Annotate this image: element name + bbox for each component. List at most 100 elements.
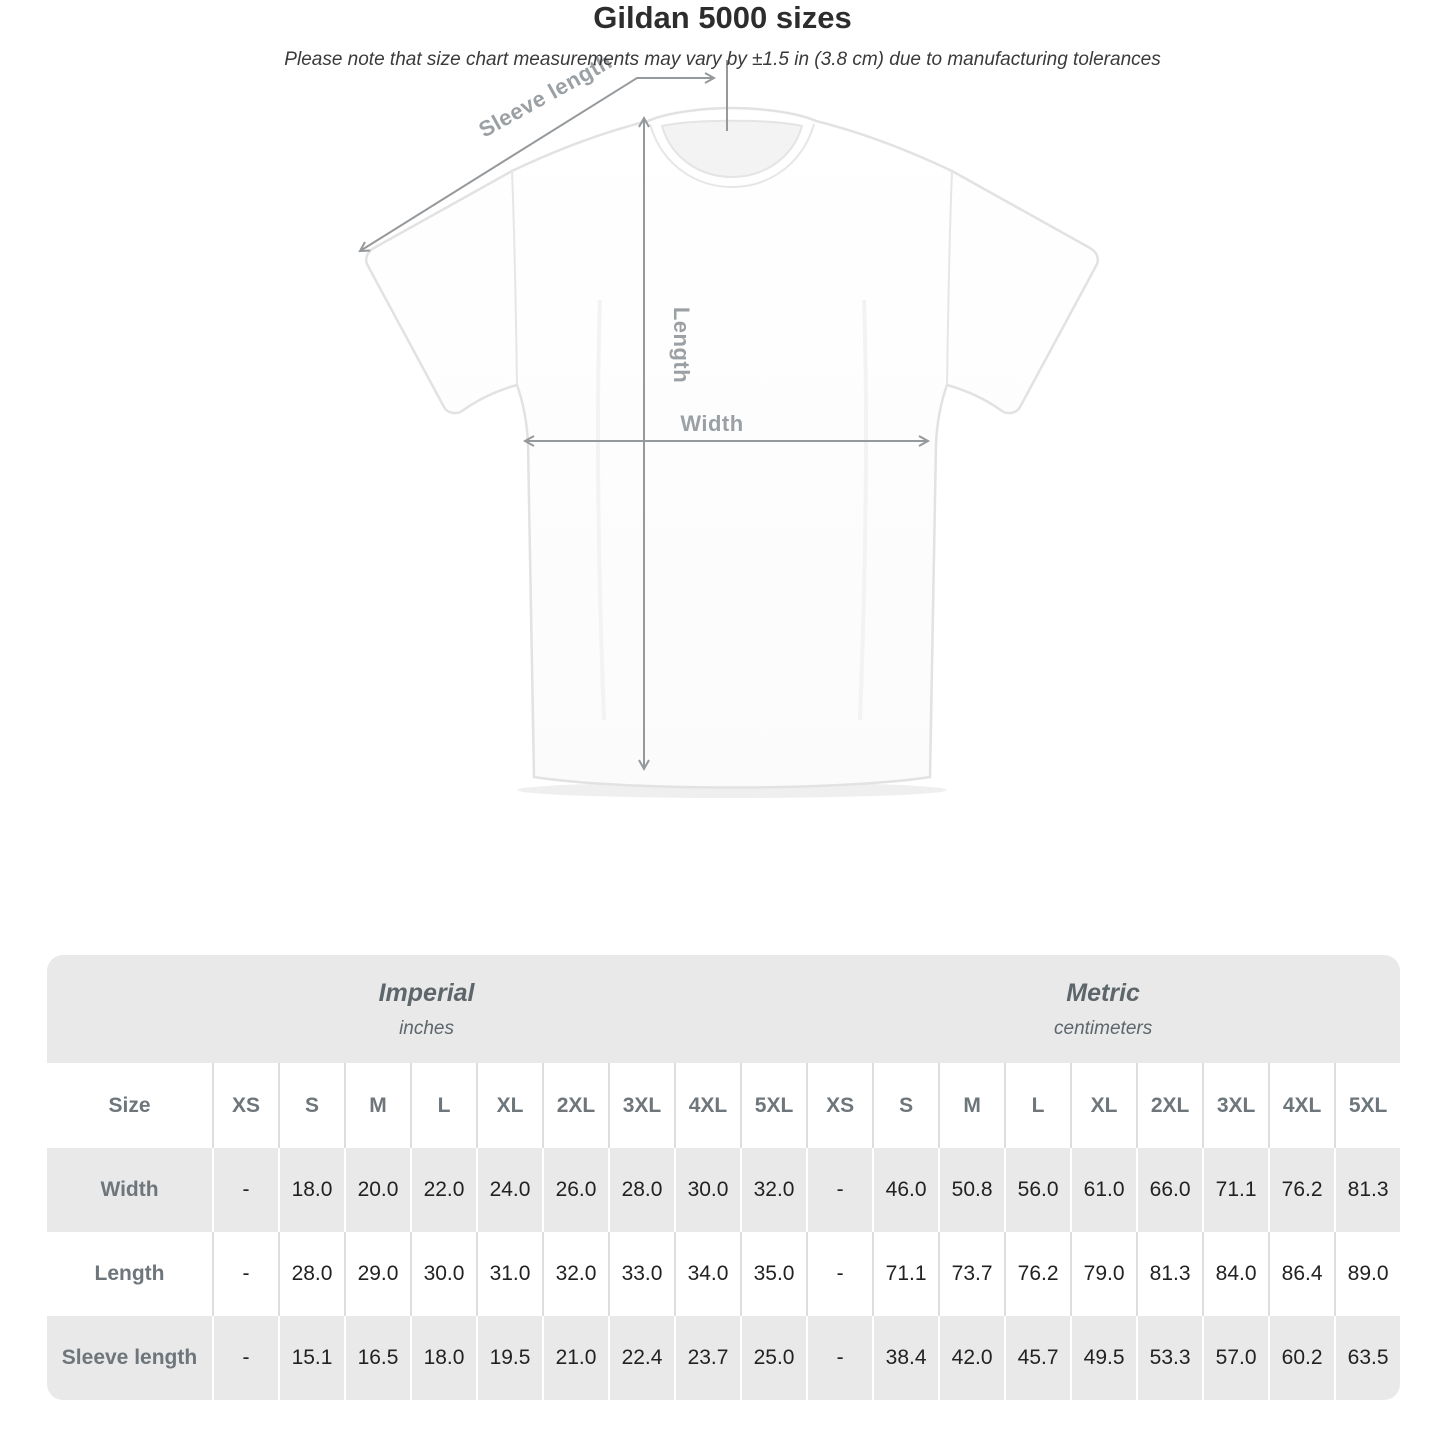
- imperial-group-unit: inches: [399, 1017, 454, 1039]
- measurement-cell: -: [806, 1316, 873, 1400]
- size-header-imperial: L: [410, 1063, 476, 1148]
- measurement-cell: 76.2: [1004, 1232, 1071, 1316]
- row-label: Width: [47, 1148, 212, 1232]
- heading-block: Gildan 5000 sizes Please note that size …: [0, 0, 1445, 71]
- measurement-cell: 34.0: [674, 1232, 740, 1316]
- metric-group-header: Metric centimeters: [806, 955, 1401, 1063]
- size-header-metric: S: [872, 1063, 939, 1148]
- size-header-metric: 3XL: [1202, 1063, 1269, 1148]
- measurement-cell: 76.2: [1268, 1148, 1335, 1232]
- measurement-cell: 86.4: [1268, 1232, 1335, 1316]
- length-row: Length - 28.0 29.0 30.0 31.0 32.0 33.0 3…: [47, 1232, 1401, 1316]
- measurement-cell: 57.0: [1202, 1316, 1269, 1400]
- size-header-imperial: XS: [212, 1063, 278, 1148]
- measurement-cell: 71.1: [872, 1232, 939, 1316]
- measurement-cell: 63.5: [1334, 1316, 1401, 1400]
- size-header-imperial: 4XL: [674, 1063, 740, 1148]
- chart-title: Gildan 5000 sizes: [593, 0, 852, 35]
- measurement-cell: 29.0: [344, 1232, 410, 1316]
- measurement-cell: 45.7: [1004, 1316, 1071, 1400]
- size-header-metric: 2XL: [1136, 1063, 1203, 1148]
- imperial-group-title: Imperial: [378, 978, 475, 1007]
- measurement-cell: 15.1: [278, 1316, 344, 1400]
- measurement-cell: 26.0: [542, 1148, 608, 1232]
- measurement-cell: 50.8: [938, 1148, 1005, 1232]
- sleeve-length-arrow: [358, 72, 717, 253]
- measurement-cell: 28.0: [608, 1148, 674, 1232]
- measurement-cell: 46.0: [872, 1148, 939, 1232]
- size-header-row: Size XS S M L XL 2XL 3XL 4XL 5XL XS S M …: [47, 1063, 1401, 1148]
- tolerance-note: Please note that size chart measurements…: [284, 49, 1161, 70]
- measurement-cell: 31.0: [476, 1232, 542, 1316]
- measurement-cell: 30.0: [674, 1148, 740, 1232]
- measurement-cell: 19.5: [476, 1316, 542, 1400]
- measurement-cell: 42.0: [938, 1316, 1005, 1400]
- size-header-imperial: 2XL: [542, 1063, 608, 1148]
- measurement-cell: 21.0: [542, 1316, 608, 1400]
- size-header-metric: XL: [1070, 1063, 1137, 1148]
- measurement-cell: 16.5: [344, 1316, 410, 1400]
- wrinkle-left: [595, 299, 606, 721]
- unit-group-row: Imperial inches Metric centimeters: [47, 955, 1401, 1063]
- measurement-cell: 81.3: [1334, 1148, 1401, 1232]
- measurement-cell: -: [806, 1232, 873, 1316]
- sleeve-length-row: Sleeve length - 15.1 16.5 18.0 19.5 21.0…: [47, 1316, 1401, 1400]
- length-label: Length: [669, 307, 694, 383]
- measurement-cell: 35.0: [740, 1232, 807, 1316]
- imperial-group-header: Imperial inches: [47, 955, 807, 1063]
- size-header-imperial: 5XL: [740, 1063, 807, 1148]
- size-header-metric: 5XL: [1334, 1063, 1401, 1148]
- row-label: Length: [47, 1232, 212, 1316]
- measurement-cell: 20.0: [344, 1148, 410, 1232]
- measurement-cell: -: [806, 1148, 873, 1232]
- measurement-cell: 56.0: [1004, 1148, 1071, 1232]
- measurement-cell: 49.5: [1070, 1316, 1137, 1400]
- measurement-cell: 66.0: [1136, 1148, 1203, 1232]
- measurement-cell: 28.0: [278, 1232, 344, 1316]
- measurement-cell: 53.3: [1136, 1316, 1203, 1400]
- size-header-imperial: 3XL: [608, 1063, 674, 1148]
- measurement-cell: 79.0: [1070, 1232, 1137, 1316]
- measurement-cell: 25.0: [740, 1316, 807, 1400]
- measurement-cell: 18.0: [278, 1148, 344, 1232]
- size-header-metric: 4XL: [1268, 1063, 1335, 1148]
- measurement-cell: 32.0: [740, 1148, 807, 1232]
- measurement-cell: 33.0: [608, 1232, 674, 1316]
- measurement-cell: 61.0: [1070, 1148, 1137, 1232]
- measurement-cell: 18.0: [410, 1316, 476, 1400]
- metric-group-title: Metric: [1066, 978, 1140, 1007]
- wrinkle-right: [858, 299, 869, 721]
- measurement-cell: 84.0: [1202, 1232, 1269, 1316]
- row-label: Sleeve length: [47, 1316, 212, 1400]
- tshirt-image: [365, 106, 1099, 789]
- measurement-cell: 81.3: [1136, 1232, 1203, 1316]
- measurement-cell: 23.7: [674, 1316, 740, 1400]
- size-header-imperial: S: [278, 1063, 344, 1148]
- measurement-cell: 73.7: [938, 1232, 1005, 1316]
- measurement-cell: 38.4: [872, 1316, 939, 1400]
- size-header-metric: XS: [806, 1063, 873, 1148]
- metric-group-unit: centimeters: [1054, 1017, 1153, 1039]
- size-column-header: Size: [47, 1063, 212, 1148]
- measurement-cell: -: [212, 1232, 278, 1316]
- measurement-cell: 22.0: [410, 1148, 476, 1232]
- measurement-cell: 71.1: [1202, 1148, 1269, 1232]
- size-header-metric: L: [1004, 1063, 1071, 1148]
- tshirt-measurement-diagram: Sleeve length Length Width: [358, 49, 1099, 798]
- width-row: Width - 18.0 20.0 22.0 24.0 26.0 28.0 30…: [47, 1148, 1401, 1232]
- sleeve-seam-right: [946, 170, 953, 386]
- width-label: Width: [680, 411, 743, 436]
- size-header-imperial: XL: [476, 1063, 542, 1148]
- measurement-cell: 30.0: [410, 1232, 476, 1316]
- measurement-cell: -: [212, 1316, 278, 1400]
- measurement-cell: 24.0: [476, 1148, 542, 1232]
- measurement-cell: 32.0: [542, 1232, 608, 1316]
- measurement-cell: 22.4: [608, 1316, 674, 1400]
- size-header-imperial: M: [344, 1063, 410, 1148]
- measurement-cell: 89.0: [1334, 1232, 1401, 1316]
- measurement-cell: -: [212, 1148, 278, 1232]
- size-header-metric: M: [938, 1063, 1005, 1148]
- size-chart-table: Imperial inches Metric centimeters Size …: [47, 955, 1401, 1400]
- measurement-cell: 60.2: [1268, 1316, 1335, 1400]
